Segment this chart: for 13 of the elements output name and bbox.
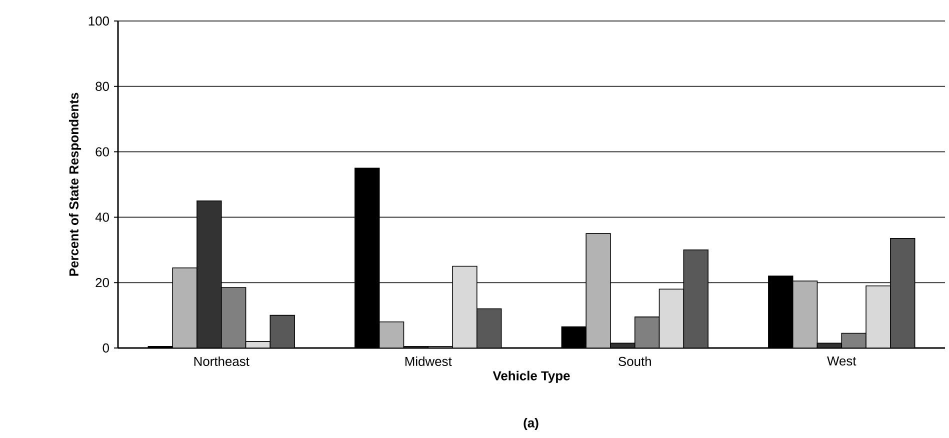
x-tick-label: Midwest <box>405 356 452 366</box>
y-tick-label: 40 <box>95 212 109 222</box>
text: (a) <box>524 418 538 430</box>
x-axis-title: Vehicle Type <box>492 370 570 383</box>
y-axis-title: Percent of State Respondents <box>68 92 82 276</box>
y-tick-label: 100 <box>88 16 109 26</box>
x-tick-label: West <box>827 356 856 366</box>
y-tick-label: 20 <box>96 278 109 288</box>
x-tick-label: Northeast <box>194 356 250 366</box>
x-tick-label: South <box>618 356 651 366</box>
y-tick-label: 60 <box>96 147 109 156</box>
y-tick-label: 80 <box>96 82 109 91</box>
y-tick-label: 0 <box>102 343 109 353</box>
